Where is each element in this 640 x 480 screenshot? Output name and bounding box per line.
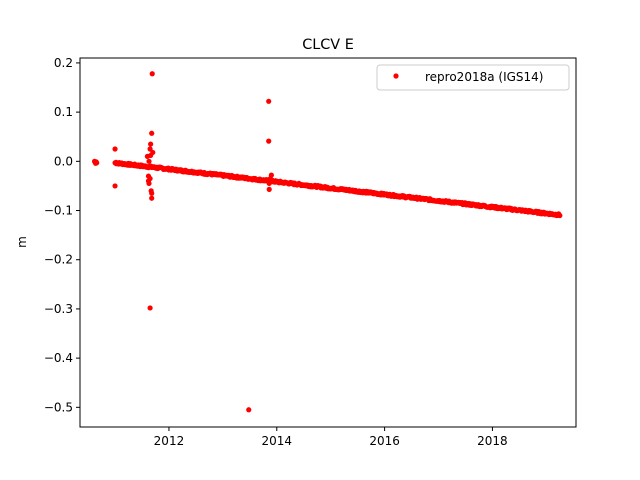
- data-point: [149, 130, 155, 136]
- data-point: [94, 160, 100, 166]
- y-tick-label: 0.0: [54, 154, 73, 168]
- data-point: [112, 183, 118, 189]
- data-point: [146, 163, 153, 169]
- data-point: [266, 186, 272, 192]
- x-tick-label: 2016: [369, 434, 400, 448]
- legend-label: repro2018a (IGS14): [425, 70, 543, 84]
- legend: repro2018a (IGS14): [376, 64, 570, 91]
- data-point: [266, 98, 272, 104]
- x-tick-label: 2012: [154, 434, 185, 448]
- data-point: [147, 305, 153, 311]
- y-axis-ticks: 0.2 0.1 0.0 −0.1 −0.2 −0.3 −0.4 −0.5: [44, 56, 80, 414]
- y-tick-label: −0.4: [44, 351, 73, 365]
- data-point: [150, 149, 156, 156]
- x-axis-ticks: 2012 2014 2016 2018: [154, 427, 508, 448]
- data-point: [266, 138, 272, 144]
- data-point: [269, 178, 276, 184]
- data-point: [149, 195, 155, 201]
- plot-frame: [79, 57, 577, 428]
- y-tick-label: −0.5: [44, 400, 73, 414]
- y-tick-label: −0.2: [44, 253, 73, 267]
- data-point: [149, 190, 155, 196]
- data-point: [268, 172, 274, 178]
- x-tick-label: 2018: [477, 434, 508, 448]
- y-tick-label: 0.2: [54, 56, 73, 70]
- y-tick-label: −0.1: [44, 204, 73, 218]
- legend-box: [376, 64, 570, 91]
- data-points: [91, 71, 563, 413]
- y-tick-label: −0.3: [44, 302, 73, 316]
- data-point: [149, 71, 155, 77]
- x-tick-label: 2014: [262, 434, 293, 448]
- data-point: [246, 407, 252, 413]
- y-axis-label: m: [15, 236, 29, 248]
- y-tick-label: 0.1: [54, 105, 73, 119]
- data-point: [146, 158, 152, 164]
- legend-marker: [393, 73, 399, 79]
- chart-title: CLCV E: [302, 37, 354, 53]
- data-point: [148, 141, 154, 147]
- data-point: [147, 175, 153, 182]
- data-point: [557, 212, 563, 219]
- data-point: [113, 159, 119, 165]
- data-point: [112, 146, 118, 152]
- data-point: [146, 180, 152, 187]
